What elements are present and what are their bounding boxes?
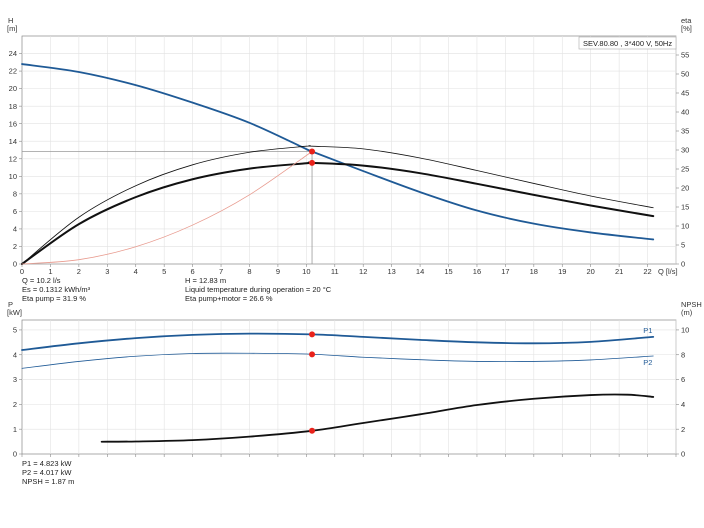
x-tick-label: 5 xyxy=(162,267,166,276)
x-tick-label: 4 xyxy=(134,267,138,276)
info-specific-energy: Es = 0.1312 kWh/m³ xyxy=(22,285,91,294)
y-left-tick-label: 4 xyxy=(13,225,17,234)
duty-point-marker xyxy=(309,427,316,434)
y-right-tick-label: 20 xyxy=(681,184,689,193)
series-line-p2 xyxy=(21,352,654,369)
y-right-tick-label: 50 xyxy=(681,70,689,79)
x-tick-label: 8 xyxy=(247,267,251,276)
x-tick-label: 20 xyxy=(587,267,595,276)
power-npsh-plot: 0 1 2 3 4 5 0 2 4 6 8 10 P[kW] NPSH(m) P1 P2 xyxy=(7,300,702,459)
y-right-tick-label: 30 xyxy=(681,146,689,155)
info-flow: Q = 10.2 l/s xyxy=(22,276,61,285)
y-left-tick-label: 18 xyxy=(9,102,17,111)
info-liquid-temperature: Liquid temperature during operation = 20… xyxy=(185,285,332,294)
y-right-tick-label: 0 xyxy=(681,450,685,459)
y-right-tick-label: 10 xyxy=(681,222,689,231)
y-left-axis-label: H xyxy=(8,16,13,25)
y-left-tick-label: 8 xyxy=(13,189,17,198)
title-box xyxy=(578,36,677,50)
x-tick-label: 0 xyxy=(20,267,24,276)
y-right-tick-label: 40 xyxy=(681,108,689,117)
y-right-axis-unit: (m) xyxy=(681,308,693,317)
plot-frame xyxy=(21,35,677,265)
x-tick-label: 14 xyxy=(416,267,424,276)
y-right-tick-label: 6 xyxy=(681,375,685,384)
duty-point-marker xyxy=(309,159,316,166)
y-left-tick-label: 10 xyxy=(9,172,17,181)
x-tick-label: 11 xyxy=(331,267,339,276)
x-tick-label: 19 xyxy=(558,267,566,276)
y-right-tick-label: 45 xyxy=(681,89,689,98)
x-tick-label: 3 xyxy=(105,267,109,276)
y-left-tick-label: 14 xyxy=(9,137,17,146)
x-tick-label: 16 xyxy=(473,267,481,276)
info-bottom-line-1: P1 = 4.823 kW xyxy=(22,459,72,468)
series-line-p1 xyxy=(21,332,655,351)
duty-point-info-top: Q = 10.2 l/s H = 12.83 m Es = 0.1312 kWh/m… xyxy=(22,276,332,303)
series-line-system-curve xyxy=(21,151,313,265)
y-right-tick-label: 15 xyxy=(681,203,689,212)
x-tick-label: 17 xyxy=(501,267,509,276)
info-eta-pump: Eta pump = 31.9 % xyxy=(22,294,86,303)
y-left-tick-label: 1 xyxy=(13,425,17,434)
y-left-tick-label: 20 xyxy=(9,84,17,93)
x-tick-label: 6 xyxy=(191,267,195,276)
duty-point-marker xyxy=(309,148,316,155)
info-bottom-line-3: NPSH = 1.87 m xyxy=(22,477,74,486)
y-left-tick-label: 5 xyxy=(13,326,17,335)
y-left-axis-unit: [kW] xyxy=(7,308,22,317)
y-left-tick-label: 12 xyxy=(9,154,17,163)
y-right-tick-label: 10 xyxy=(681,326,689,335)
y-left-tick-label: 3 xyxy=(13,375,17,384)
y-left-tick-label: 16 xyxy=(9,119,17,128)
x-tick-label: 1 xyxy=(48,267,52,276)
y-right-tick-label: 4 xyxy=(681,400,685,409)
y-right-tick-label: 8 xyxy=(681,350,685,359)
info-eta-pump-motor: Eta pump+motor = 26.6 % xyxy=(185,294,273,303)
series-line-npsh xyxy=(100,393,655,443)
y-right-axis-unit: [%] xyxy=(681,24,692,33)
y-left-tick-label: 2 xyxy=(13,242,17,251)
x-tick-label: 21 xyxy=(615,267,623,276)
y-right-tick-label: 55 xyxy=(681,51,689,60)
series-line-eta-pump xyxy=(21,145,654,265)
y-right-tick-label: 0 xyxy=(681,260,685,269)
y-left-tick-label: 6 xyxy=(13,207,17,216)
y-right-tick-label: 25 xyxy=(681,165,689,174)
x-tick-label: 7 xyxy=(219,267,223,276)
y-left-tick-label: 0 xyxy=(13,450,17,459)
series-label-p1: P1 xyxy=(643,326,652,335)
y-right-tick-label: 2 xyxy=(681,425,685,434)
x-tick-label: 2 xyxy=(77,267,81,276)
series-label-p2: P2 xyxy=(643,358,652,367)
y-left-axis-unit: [m] xyxy=(7,24,17,33)
chart-title: SEV.80.80 , 3*400 V, 50Hz xyxy=(583,39,672,48)
y-left-tick-label: 22 xyxy=(9,67,17,76)
x-tick-label: 9 xyxy=(276,267,280,276)
y-right-tick-label: 5 xyxy=(681,241,685,250)
x-tick-label: 15 xyxy=(444,267,452,276)
duty-point-marker xyxy=(309,331,316,338)
x-tick-label: 22 xyxy=(643,267,651,276)
info-bottom-line-2: P2 = 4.017 kW xyxy=(22,468,72,477)
duty-point-marker xyxy=(309,351,316,358)
y-right-axis-label: eta xyxy=(681,16,692,25)
y-left-tick-label: 2 xyxy=(13,400,17,409)
x-tick-label: 18 xyxy=(530,267,538,276)
info-head: H = 12.83 m xyxy=(185,276,226,285)
y-right-tick-label: 35 xyxy=(681,127,689,136)
x-tick-label: 13 xyxy=(387,267,395,276)
x-axis-label: Q [l/s] xyxy=(658,267,678,276)
y-left-tick-label: 24 xyxy=(9,49,17,58)
x-tick-label: 12 xyxy=(359,267,367,276)
x-tick-label: 10 xyxy=(302,267,310,276)
y-left-tick-label: 4 xyxy=(13,350,17,359)
head-efficiency-plot: 0246810121416182022240510152025303540455… xyxy=(7,16,692,276)
y-left-tick-label: 0 xyxy=(13,260,17,269)
y-left-axis-label: P xyxy=(8,300,13,309)
y-right-axis-label: NPSH xyxy=(681,300,702,309)
